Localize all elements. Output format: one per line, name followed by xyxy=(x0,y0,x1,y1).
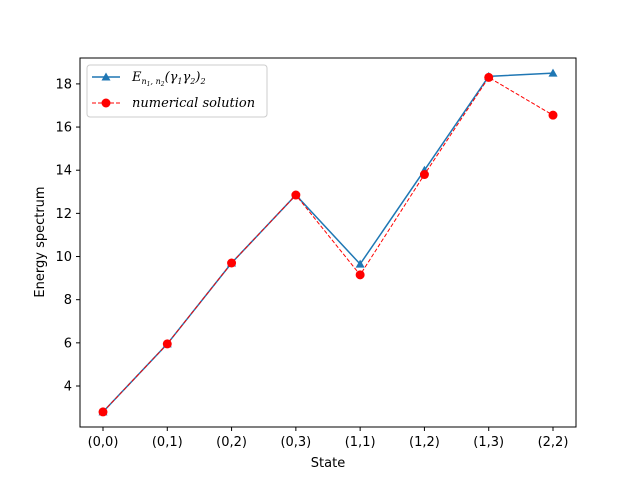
y-axis-label: Energy spectrum xyxy=(33,186,48,297)
x-tick-label: (0,1) xyxy=(152,435,183,450)
plot-frame xyxy=(79,57,577,428)
x-tick-label: (2,2) xyxy=(538,435,569,450)
x-tick-label: (0,2) xyxy=(216,435,247,450)
y-tick-label: 6 xyxy=(64,336,72,351)
y-tick-label: 4 xyxy=(64,380,72,395)
plot-area xyxy=(80,58,576,427)
data-point-circle xyxy=(355,270,365,280)
legend-marker-series-1 xyxy=(101,72,111,81)
legend-label-series-2: numerical solution xyxy=(132,96,255,111)
x-tick-label: (1,2) xyxy=(409,435,440,450)
y-tick-label: 8 xyxy=(64,293,72,308)
data-point-circle xyxy=(227,258,237,268)
x-tick-label: (0,3) xyxy=(280,435,311,450)
series-layer xyxy=(98,68,558,417)
y-tick-label: 18 xyxy=(55,77,72,92)
data-point-triangle xyxy=(355,259,365,268)
legend-marker-series-2 xyxy=(101,98,111,108)
x-axis: (0,0) (0,1) (0,2) (0,3) (1,1) (1,2) (1,3) (2,2) xyxy=(88,427,569,450)
data-point-circle xyxy=(548,110,558,120)
data-point-circle xyxy=(98,407,108,417)
x-tick-label: (0,0) xyxy=(88,435,119,450)
legend: En1, n2(γ1γ2)2 numerical solution xyxy=(86,64,268,118)
data-point-circle xyxy=(291,190,301,200)
data-point-circle xyxy=(419,170,429,180)
x-tick-label: (1,3) xyxy=(473,435,504,450)
x-axis-label: State xyxy=(311,456,345,471)
y-axis: 4 6 8 10 12 14 16 18 xyxy=(55,77,80,395)
y-tick-label: 16 xyxy=(55,121,72,136)
x-tick-label: (1,1) xyxy=(345,435,376,450)
data-point-circle xyxy=(484,72,494,82)
data-point-triangle xyxy=(548,68,558,77)
series-line-2 xyxy=(102,76,554,413)
data-point-circle xyxy=(162,339,172,349)
legend-box xyxy=(86,64,268,118)
y-tick-label: 10 xyxy=(55,250,72,265)
y-tick-label: 14 xyxy=(55,164,72,179)
y-tick-label: 12 xyxy=(55,207,72,222)
